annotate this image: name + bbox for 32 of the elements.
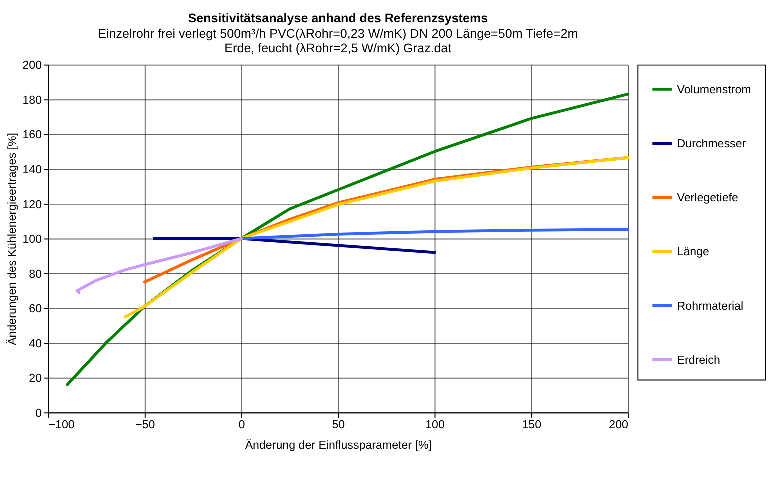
y-tick-label: 140: [22, 164, 42, 177]
line-series: [76, 237, 243, 294]
x-tick-label: 100: [426, 420, 445, 432]
x-tick-label: 200: [609, 420, 628, 432]
x-tick-label: 150: [522, 420, 542, 432]
y-tick-label: 120: [22, 199, 42, 212]
legend-label: Rohrmaterial: [677, 300, 744, 313]
y-tick-label: 180: [22, 94, 42, 107]
y-tick-label: 160: [22, 130, 42, 142]
line-series: [124, 156, 630, 318]
text: Erde, feucht (λRohr=2,5 W/mK) Graz.dat: [224, 41, 452, 56]
x-tick-label: −100: [48, 420, 75, 432]
y-tick-label: 0: [36, 408, 42, 420]
x-axis-title: Änderung der Einflussparameter [%]: [245, 438, 432, 452]
legend-label: Länge: [677, 246, 710, 259]
legend-label: Volumenstrom: [677, 84, 752, 96]
y-tick-label: 200: [22, 60, 42, 72]
y-tick-label: 20: [29, 373, 42, 386]
y-tick-label: 100: [22, 234, 42, 246]
x-tick-label: −50: [136, 420, 156, 432]
y-tick-label: 60: [29, 304, 42, 316]
legend-label: Erdreich: [677, 354, 720, 367]
y-tick-label: 40: [29, 338, 42, 350]
y-tick-label: 80: [29, 268, 42, 281]
y-axis-title: Änderungen des Kühlenergieertrages [%]: [6, 133, 19, 346]
x-tick-label: 50: [332, 420, 346, 432]
text: Einzelrohr frei verlegt 500m³/h PVC(λRohr=0,23 W/mK) DN 200 Länge=50m Tiefe=2m: [98, 26, 578, 41]
legend-label: Durchmesser: [677, 138, 746, 150]
chart-title: Sensitivitätsanalyse anhand des Referenzsystems: [188, 11, 488, 26]
line-series: [240, 228, 630, 240]
legend-label: Verlegetiefe: [677, 192, 738, 205]
x-tick-label: 0: [238, 420, 246, 432]
